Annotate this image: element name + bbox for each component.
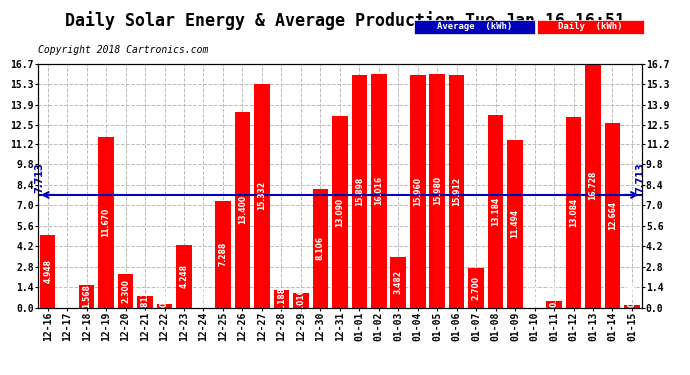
Text: 12.664: 12.664 — [608, 201, 617, 230]
Bar — [332, 117, 348, 308]
Text: 13.184: 13.184 — [491, 196, 500, 226]
Text: 15.332: 15.332 — [257, 181, 266, 210]
Text: Average  (kWh): Average (kWh) — [437, 22, 513, 31]
Text: 2.300: 2.300 — [121, 279, 130, 303]
Text: 1.568: 1.568 — [82, 284, 91, 308]
Text: 15.898: 15.898 — [355, 177, 364, 206]
Text: 16.016: 16.016 — [374, 176, 383, 205]
Text: 7.288: 7.288 — [219, 242, 228, 267]
Text: 0.000: 0.000 — [530, 283, 539, 307]
Text: 0.240: 0.240 — [160, 283, 169, 307]
Text: 0.000: 0.000 — [199, 283, 208, 307]
Text: 7.713: 7.713 — [34, 162, 45, 193]
Text: 3.482: 3.482 — [394, 270, 403, 294]
Text: 13.090: 13.090 — [335, 197, 344, 226]
Text: 0.000: 0.000 — [63, 283, 72, 307]
Bar — [254, 84, 270, 308]
Bar — [488, 115, 504, 308]
Bar — [118, 274, 133, 308]
Bar — [449, 75, 464, 308]
Bar — [604, 123, 620, 308]
Bar — [176, 246, 192, 308]
Bar — [391, 256, 406, 307]
Text: 15.980: 15.980 — [433, 176, 442, 206]
Text: 7.713: 7.713 — [635, 162, 645, 193]
Text: 11.494: 11.494 — [511, 209, 520, 238]
Text: 16.728: 16.728 — [589, 171, 598, 200]
Text: 0.450: 0.450 — [549, 283, 559, 307]
Bar — [313, 189, 328, 308]
Bar — [469, 268, 484, 308]
Bar — [507, 140, 523, 308]
Bar — [137, 296, 153, 307]
Text: 1.016: 1.016 — [297, 288, 306, 312]
Bar — [79, 285, 95, 308]
Bar — [351, 75, 367, 308]
Text: 4.948: 4.948 — [43, 260, 52, 284]
Text: 15.960: 15.960 — [413, 177, 422, 206]
Bar — [274, 290, 289, 308]
Text: 4.248: 4.248 — [179, 264, 188, 288]
Text: 1.188: 1.188 — [277, 287, 286, 311]
Text: 15.912: 15.912 — [452, 177, 461, 206]
Text: 11.670: 11.670 — [101, 208, 110, 237]
Text: 13.400: 13.400 — [238, 195, 247, 224]
Text: Daily Solar Energy & Average Production Tue Jan 16 16:51: Daily Solar Energy & Average Production … — [65, 11, 625, 30]
Bar — [410, 75, 426, 308]
Bar — [235, 112, 250, 308]
Bar — [215, 201, 230, 308]
Text: 13.084: 13.084 — [569, 197, 578, 226]
Bar — [546, 301, 562, 307]
Bar — [99, 137, 114, 308]
Text: 2.700: 2.700 — [472, 276, 481, 300]
Text: Daily  (kWh): Daily (kWh) — [558, 22, 622, 31]
Bar — [429, 74, 445, 307]
Bar — [566, 117, 582, 308]
Bar — [157, 304, 172, 307]
Text: 0.154: 0.154 — [627, 283, 636, 307]
Text: 0.812: 0.812 — [141, 290, 150, 314]
Bar — [371, 74, 386, 308]
Bar — [293, 292, 308, 308]
Bar — [624, 305, 640, 308]
Bar — [585, 63, 601, 308]
Bar — [40, 235, 55, 308]
Text: 8.106: 8.106 — [316, 236, 325, 260]
Text: Copyright 2018 Cartronics.com: Copyright 2018 Cartronics.com — [38, 45, 208, 55]
